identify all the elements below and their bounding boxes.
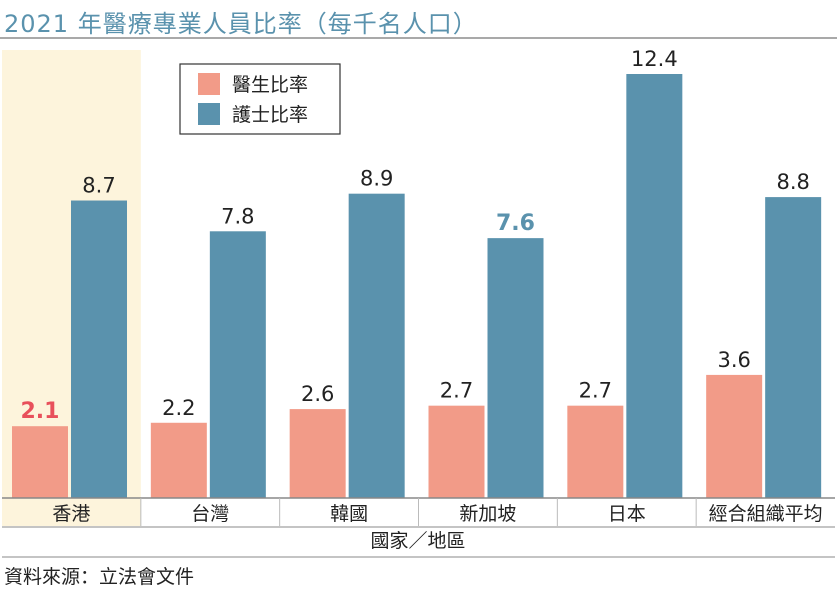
legend-swatch-nurse xyxy=(198,103,220,125)
legend-swatch-doctor xyxy=(198,73,220,95)
title-divider xyxy=(0,37,837,39)
nurse-bar-1 xyxy=(209,231,266,498)
nurse-bar-5 xyxy=(765,197,822,498)
doctor-bar-5 xyxy=(706,374,763,498)
doctor-value-label-4: 2.7 xyxy=(579,379,612,403)
nurse-bar-4 xyxy=(626,74,683,498)
doctor-bar-2 xyxy=(289,409,346,498)
nurse-bar-2 xyxy=(348,193,405,498)
chart-title: 2021 年醫療專業人員比率（每千名人口） xyxy=(4,10,478,38)
doctor-value-label-2: 2.6 xyxy=(301,382,334,406)
category-tick-label-5: 經合組織平均 xyxy=(709,503,823,525)
nurse-value-label-4: 12.4 xyxy=(631,47,678,71)
doctor-value-label-1: 2.2 xyxy=(162,396,195,420)
category-tick-label-2: 韓國 xyxy=(330,503,368,525)
doctor-bar-4 xyxy=(567,405,624,498)
nurse-bar-0 xyxy=(71,200,127,499)
doctor-bar-0 xyxy=(12,426,68,498)
category-tick-label-0: 香港 xyxy=(52,503,90,525)
nurse-value-label-1: 7.8 xyxy=(221,204,254,228)
doctor-value-label-5: 3.6 xyxy=(717,348,750,372)
bars-layer xyxy=(12,74,822,499)
doctor-bar-3 xyxy=(428,405,485,498)
legend-label-doctor: 醫生比率 xyxy=(232,74,308,96)
nurse-value-label-5: 8.8 xyxy=(776,170,809,194)
category-tick-label-3: 新加坡 xyxy=(459,503,516,525)
category-tick-label-4: 日本 xyxy=(608,503,646,525)
category-tick-label-1: 台灣 xyxy=(191,503,229,525)
nurse-value-label-0: 8.7 xyxy=(82,174,115,198)
source-note: 資料來源：立法會文件 xyxy=(4,566,195,588)
bar-chart: 2.1 2.2 2.6 2.7 2.7 3.6 8.7 7.8 8.9 7.6 12.4 8.8 香港… xyxy=(2,47,835,558)
nurse-value-label-3: 7.6 xyxy=(496,211,535,236)
nurse-bar-3 xyxy=(487,238,544,498)
doctor-bar-1 xyxy=(150,422,207,498)
legend-label-nurse: 護士比率 xyxy=(232,104,308,126)
nurse-value-label-2: 8.9 xyxy=(360,167,393,191)
axis-layer: 香港 台灣 韓國 新加坡 日本 經合組織平均 xyxy=(2,497,835,558)
legend: 醫生比率 護士比率 xyxy=(179,63,341,135)
doctor-value-label-3: 2.7 xyxy=(440,379,473,403)
doctor-value-label-0: 2.1 xyxy=(21,399,60,424)
value-labels-layer: 2.1 2.2 2.6 2.7 2.7 3.6 8.7 7.8 8.9 7.6 12.4 8.8 xyxy=(21,47,810,424)
x-axis-label: 國家／地區 xyxy=(370,530,465,552)
